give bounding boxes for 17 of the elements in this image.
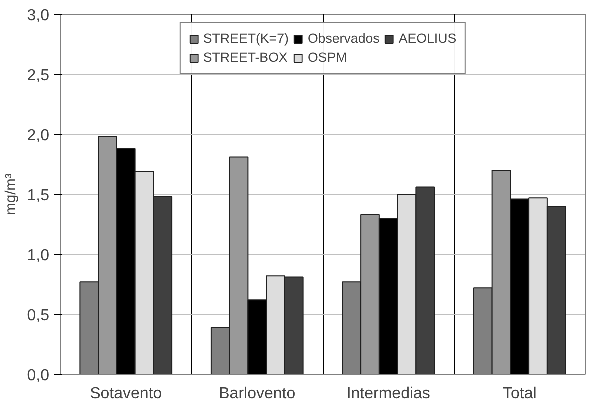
x-tick-label: Barlovento xyxy=(219,386,296,402)
y-axis-title: mg/m³ xyxy=(3,174,20,216)
legend-label: OSPM xyxy=(308,50,348,65)
x-tick-label: Intermedias xyxy=(346,386,430,402)
y-tick-label: 2,0 xyxy=(27,128,50,144)
y-tick-label: 1,5 xyxy=(27,188,50,204)
y-tick-label: 1,0 xyxy=(27,248,50,264)
y-tick-label: 3,0 xyxy=(27,8,50,24)
y-tick-label: 0,5 xyxy=(27,308,50,324)
legend-label: STREET(K=7) xyxy=(203,31,289,46)
x-tick-label: Sotavento xyxy=(90,386,162,402)
legend-label: STREET-BOX xyxy=(203,50,288,65)
y-tick-label: 0,0 xyxy=(27,368,50,384)
legend-label: AEOLIUS xyxy=(398,31,457,46)
y-tick-label: 2,5 xyxy=(27,68,50,84)
legend-label: Observados xyxy=(308,31,380,46)
x-tick-label: Total xyxy=(502,386,537,402)
